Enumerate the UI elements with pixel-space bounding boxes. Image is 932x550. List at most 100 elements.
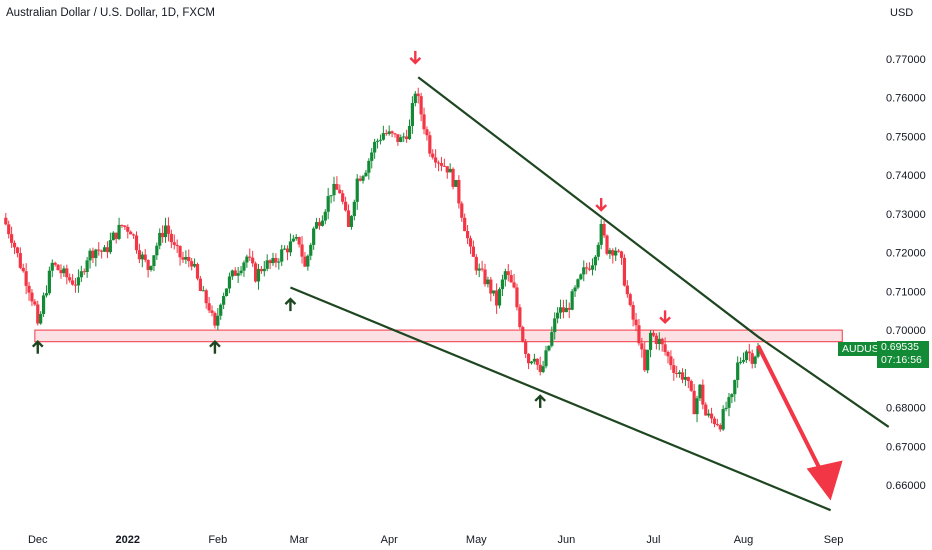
marker-head (659, 316, 671, 325)
candle-body (631, 305, 635, 320)
up-arrow-marker (209, 340, 221, 354)
candle-body (161, 232, 165, 238)
candle-body (187, 256, 191, 262)
candle-body (346, 210, 351, 227)
candle-body (431, 153, 435, 158)
candle-body (367, 160, 371, 173)
marker-head (595, 204, 608, 212)
candle-body (207, 303, 211, 311)
candle-body (686, 376, 690, 382)
candle-body (425, 129, 429, 136)
candle-body (727, 397, 731, 408)
candle-body (422, 114, 426, 130)
candle-body (413, 93, 417, 104)
projection-arrow-shaft (756, 344, 827, 480)
candle-body (44, 293, 49, 296)
candle-body (526, 353, 531, 364)
candle-body (198, 278, 202, 291)
candle-body (268, 260, 272, 264)
candle-body (672, 365, 676, 373)
candle-body (576, 279, 580, 288)
candle-body (375, 140, 380, 142)
candle-body (79, 271, 83, 278)
candle-body (712, 418, 717, 425)
candle-body (637, 325, 641, 344)
candle-body (210, 310, 214, 313)
candle-body (573, 287, 577, 292)
candle-body (599, 223, 603, 245)
candle-body (407, 125, 412, 140)
candle-body (550, 332, 554, 346)
time-axis-tick: Jun (557, 534, 575, 546)
candle-body (251, 257, 255, 264)
candle-body (18, 253, 22, 268)
candle-body (201, 290, 205, 292)
candle-body (666, 351, 670, 357)
candle-body (100, 250, 104, 252)
candle-body (535, 358, 539, 365)
candle-body (698, 384, 702, 399)
candle-body (195, 264, 200, 279)
price-axis-tick: 0.70000 (886, 325, 926, 337)
candle-body (300, 244, 304, 257)
price-axis-tick: 0.73000 (886, 209, 926, 221)
candle-body (36, 304, 40, 324)
candle-body (123, 225, 127, 227)
time-axis: Dec 2022 Feb Mar Apr May Jun Jul Aug Sep (28, 534, 843, 546)
candle-body (73, 284, 78, 286)
candle-body (97, 249, 101, 251)
candle-body (224, 288, 229, 297)
candle-body (654, 335, 658, 345)
candle-body (741, 360, 746, 362)
candle-body (561, 307, 566, 313)
candle-body (256, 268, 261, 282)
candle-body (143, 254, 147, 261)
candle-body (82, 271, 86, 273)
time-axis-tick: Aug (734, 534, 754, 546)
candle-body (312, 228, 316, 245)
time-axis-tick: Dec (28, 534, 48, 546)
candle-body (297, 237, 301, 245)
trendlines-layer (290, 76, 890, 512)
candle-body (463, 217, 467, 232)
candle-body (410, 103, 415, 126)
candle-body (355, 178, 359, 202)
candle-body (730, 394, 734, 398)
candle-body (39, 313, 43, 324)
candles-layer (4, 87, 760, 432)
candle-body (233, 270, 237, 276)
marker-head (284, 297, 297, 305)
candle-body (230, 270, 234, 277)
candle-body (303, 256, 307, 267)
candle-body (428, 135, 432, 154)
candle-body (47, 270, 51, 294)
candle-body (709, 413, 714, 419)
candle-body (12, 242, 17, 248)
candle-body (309, 244, 313, 256)
candle-body (15, 247, 20, 254)
candle-body (190, 261, 194, 267)
candle-body (114, 232, 118, 239)
candle-body (753, 356, 757, 364)
candle-body (335, 183, 339, 190)
candle-body (651, 332, 656, 336)
candle-body (445, 166, 449, 173)
candle-body (65, 268, 69, 278)
trendline-1 (417, 76, 890, 428)
candle-body (219, 304, 223, 316)
candle-body (628, 294, 632, 306)
candle-body (495, 290, 499, 306)
candle-body (271, 257, 275, 264)
candle-body (131, 234, 136, 236)
candle-body (393, 133, 397, 135)
bar-countdown: 07:16:56 (881, 354, 922, 366)
candle-body (85, 260, 89, 272)
candle-body (596, 244, 600, 257)
candle-body (108, 240, 112, 253)
candle-body (140, 254, 144, 260)
candle-body (344, 201, 348, 211)
candle-body (515, 287, 519, 308)
price-axis-tick: 0.71000 (886, 286, 926, 298)
candle-body (62, 268, 66, 274)
